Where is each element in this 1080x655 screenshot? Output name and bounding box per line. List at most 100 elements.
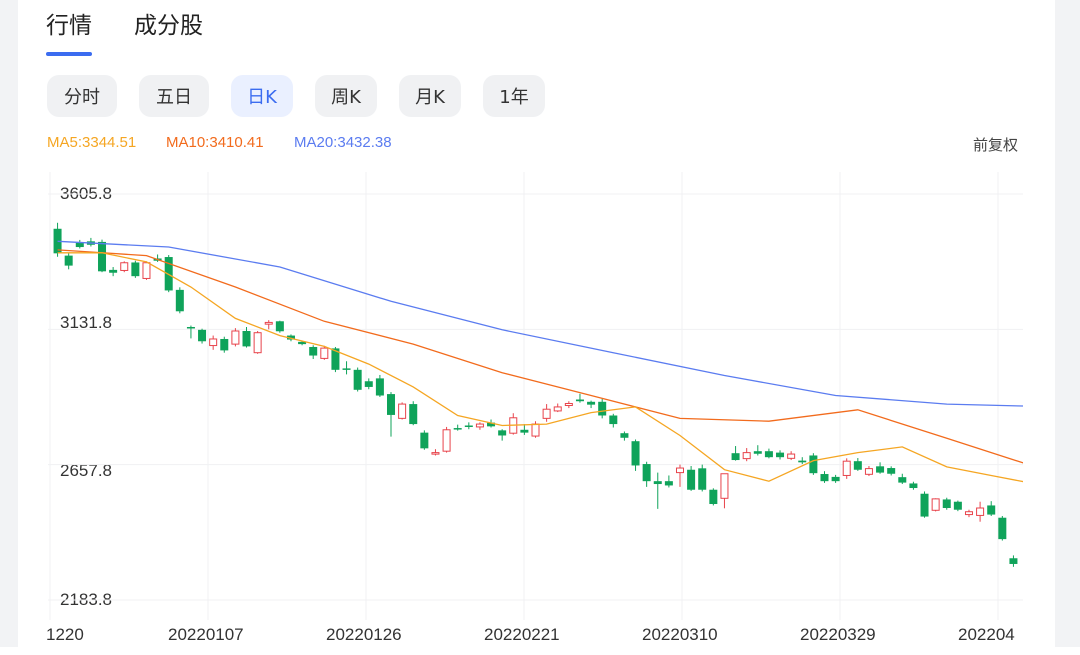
candle-body bbox=[398, 403, 407, 419]
x-tick-label: 20220329 bbox=[800, 625, 876, 644]
candle-body bbox=[353, 369, 362, 390]
candle-body bbox=[987, 505, 996, 515]
x-tick-label: 1220 bbox=[46, 625, 84, 644]
candle-body bbox=[798, 460, 807, 463]
period-intraday-button[interactable]: 分时 bbox=[47, 75, 117, 117]
y-tick-label: 3131.8 bbox=[60, 313, 112, 332]
period-one-year-button[interactable]: 1年 bbox=[483, 75, 545, 117]
candle-body bbox=[309, 346, 318, 356]
period-five-day-button[interactable]: 五日 bbox=[139, 75, 209, 117]
candle-body bbox=[331, 348, 340, 370]
candle-body bbox=[631, 441, 640, 466]
ma20-label: MA20:3432.38 bbox=[294, 134, 392, 151]
candle-body bbox=[498, 430, 507, 436]
tab-market[interactable]: 行情 bbox=[46, 10, 92, 56]
candle-body bbox=[487, 422, 496, 427]
candle-body bbox=[853, 461, 862, 470]
candle-body bbox=[409, 404, 418, 425]
candle-body bbox=[976, 507, 985, 516]
candle-body bbox=[998, 517, 1007, 540]
candle-body bbox=[742, 452, 751, 460]
candle-body bbox=[598, 401, 607, 416]
candle-body bbox=[820, 474, 829, 482]
candle-body bbox=[53, 228, 62, 254]
ma10-label: MA10:3410.41 bbox=[166, 134, 264, 151]
candle-body bbox=[898, 477, 907, 483]
candle-body bbox=[1009, 558, 1018, 564]
candle-body bbox=[442, 429, 451, 452]
candle-body bbox=[720, 473, 729, 499]
candle-body bbox=[776, 452, 785, 458]
candle-body bbox=[876, 466, 885, 473]
y-tick-label: 2657.8 bbox=[60, 461, 112, 480]
candle-body bbox=[298, 341, 307, 345]
candle-body bbox=[387, 394, 396, 415]
candle-body bbox=[109, 269, 118, 273]
candle-body bbox=[131, 262, 140, 277]
candle-body bbox=[142, 262, 151, 279]
candle-body bbox=[664, 481, 673, 486]
candle-body bbox=[431, 452, 440, 455]
bottom-strip bbox=[0, 647, 1080, 655]
candle-body bbox=[753, 451, 762, 454]
price-adjust-toggle[interactable]: 前复权 bbox=[973, 137, 1019, 154]
x-tick-label: 202204 bbox=[958, 625, 1015, 644]
candle-body bbox=[942, 499, 951, 509]
candle-body bbox=[809, 455, 818, 474]
candle-body bbox=[75, 242, 84, 248]
period-daily-k-button[interactable]: 日K bbox=[231, 75, 293, 117]
candle-body bbox=[642, 464, 651, 482]
candle-body bbox=[675, 467, 684, 474]
ma20-line bbox=[57, 240, 1023, 407]
candle-body bbox=[953, 501, 962, 510]
candle-body bbox=[420, 432, 429, 449]
candle-body bbox=[464, 425, 473, 427]
candlestick-chart[interactable] bbox=[48, 172, 1023, 620]
candle-body bbox=[175, 289, 184, 312]
candle-body bbox=[342, 368, 351, 370]
period-monthly-k-button[interactable]: 月K bbox=[399, 75, 461, 117]
period-selector: 分时 五日 日K 周K 月K 1年 bbox=[47, 75, 545, 117]
candle-body bbox=[864, 468, 873, 475]
candle-body bbox=[198, 329, 207, 342]
candle-body bbox=[709, 489, 718, 505]
candle-body bbox=[98, 241, 107, 272]
candle-body bbox=[475, 423, 484, 428]
x-tick-label: 20220221 bbox=[484, 625, 560, 644]
candle-body bbox=[520, 429, 529, 433]
candle-body bbox=[64, 255, 73, 266]
candle-body bbox=[231, 330, 240, 345]
candle-body bbox=[120, 262, 129, 271]
candle-body bbox=[275, 321, 284, 332]
tab-constituents[interactable]: 成分股 bbox=[134, 13, 203, 39]
candle-body bbox=[931, 498, 940, 511]
period-weekly-k-button[interactable]: 周K bbox=[315, 75, 377, 117]
candle-body bbox=[698, 468, 707, 490]
candle-body bbox=[575, 399, 584, 402]
ma10-line bbox=[57, 249, 1023, 464]
candle-body bbox=[542, 408, 551, 419]
x-tick-label: 20220126 bbox=[326, 625, 402, 644]
candle-body bbox=[687, 469, 696, 490]
ma5-line bbox=[57, 252, 1023, 483]
candle-body bbox=[209, 338, 218, 347]
candle-body bbox=[653, 481, 662, 485]
candle-body bbox=[264, 321, 273, 325]
candle-body bbox=[242, 330, 251, 347]
candle-body bbox=[887, 468, 896, 474]
candle-body bbox=[186, 326, 195, 329]
candle-body bbox=[909, 483, 918, 489]
candle-body bbox=[964, 511, 973, 516]
candle-body bbox=[787, 453, 796, 459]
tab-bar: 行情 成分股 bbox=[46, 10, 203, 56]
candle-body bbox=[731, 453, 740, 461]
candle-body bbox=[375, 378, 384, 396]
candle-body bbox=[253, 332, 262, 354]
candle-body bbox=[320, 347, 329, 359]
x-tick-label: 20220310 bbox=[642, 625, 718, 644]
candle-body bbox=[531, 423, 540, 437]
candle-body bbox=[831, 476, 840, 482]
candle-body bbox=[286, 335, 295, 340]
candle-body bbox=[587, 401, 596, 405]
candle-body bbox=[620, 433, 629, 438]
